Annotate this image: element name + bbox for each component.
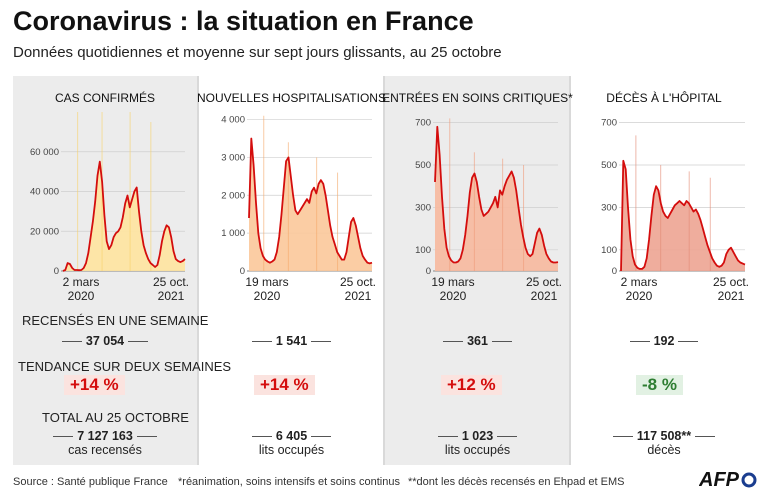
panel-separator <box>197 76 199 465</box>
x-tick-label-start-year: 2020 <box>626 289 653 303</box>
x-tick-label-start-year: 2020 <box>68 289 95 303</box>
x-tick-label-end: 25 oct. <box>526 275 562 289</box>
footnote-critical: *réanimation, soins intensifs et soins c… <box>178 476 400 488</box>
y-tick-label-700: 700 <box>601 118 617 129</box>
weekly-value-hosp: 1 541 <box>199 334 384 348</box>
x-tick-label-start: 19 mars <box>431 275 474 289</box>
trend-value-deaths: -8 % <box>636 375 683 395</box>
x-tick-label-start: 19 mars <box>245 275 288 289</box>
y-tick-label-3000: 3 000 <box>221 152 245 163</box>
y-tick-label-0: 0 <box>612 266 617 277</box>
afp-logo: AFP <box>699 469 757 491</box>
y-tick-label-2000: 2 000 <box>221 190 245 201</box>
area-fill <box>621 160 745 271</box>
y-tick-label-0: 0 <box>240 266 245 277</box>
x-tick-label-start-year: 2020 <box>440 289 467 303</box>
x-tick-label-end-year: 2021 <box>345 289 372 303</box>
total-sub-deaths: décès <box>647 443 681 457</box>
area-fill <box>249 138 372 271</box>
x-tick-label-start-year: 2020 <box>254 289 281 303</box>
y-tick-label-60000: 60 000 <box>30 147 59 158</box>
total-value-critical: 1 023 <box>385 429 570 443</box>
panel-separator <box>383 76 385 465</box>
series-line <box>620 159 746 272</box>
total-value-deaths: 117 508** <box>571 429 757 443</box>
y-tick-label-500: 500 <box>415 160 431 171</box>
weekly-value-cases: 37 054 <box>13 334 197 348</box>
series-line <box>434 125 559 264</box>
y-tick-label-500: 500 <box>601 160 617 171</box>
x-tick-label-end-year: 2021 <box>531 289 558 303</box>
afp-logo-text: AFP <box>699 469 740 491</box>
footnote-deaths: **dont les décès recensés en Ehpad et EM… <box>408 476 625 488</box>
trend-value-cases: +14 % <box>64 375 125 395</box>
total-value-cases: 7 127 163 <box>13 429 197 443</box>
panel-title: CAS CONFIRMÉS <box>55 90 155 105</box>
panel-separator <box>569 76 571 465</box>
source-note: Source : Santé publique France <box>13 476 168 488</box>
x-tick-label-start: 2 mars <box>63 275 100 289</box>
total-sub-critical: lits occupés <box>444 443 511 457</box>
y-tick-label-4000: 4 000 <box>221 115 245 126</box>
total-sub-cases: cas recensés <box>68 443 142 457</box>
y-tick-label-300: 300 <box>601 202 617 213</box>
y-tick-label-20000: 20 000 <box>30 226 59 237</box>
panel-title: DÉCÈS À L'HÔPITAL <box>606 90 722 105</box>
row-label-weekly: RECENSÉS EN UNE SEMAINE <box>22 313 209 328</box>
panel-title: NOUVELLES HOSPITALISATIONS <box>197 91 386 105</box>
x-tick-label-end-year: 2021 <box>158 289 185 303</box>
x-tick-label-start: 2 mars <box>621 275 658 289</box>
total-sub-hosp: lits occupés <box>258 443 325 457</box>
total-value-hosp: 6 405 <box>199 429 384 443</box>
x-tick-label-end: 25 oct. <box>340 275 376 289</box>
subtitle: Données quotidiennes et moyenne sur sept… <box>13 44 502 61</box>
x-tick-label-end-year: 2021 <box>718 289 745 303</box>
y-tick-label-40000: 40 000 <box>30 187 59 198</box>
panel-title: ENTRÉES EN SOINS CRITIQUES* <box>382 90 573 105</box>
row-label-total: TOTAL AU 25 OCTOBRE <box>42 410 189 425</box>
series-line <box>248 137 373 265</box>
row-label-trend: TENDANCE SUR DEUX SEMAINES <box>18 359 232 374</box>
x-tick-label-end: 25 oct. <box>153 275 189 289</box>
y-tick-label-100: 100 <box>601 245 617 256</box>
weekly-value-deaths: 192 <box>571 334 757 348</box>
y-tick-label-0: 0 <box>426 266 431 277</box>
series-line <box>62 160 186 272</box>
y-tick-label-300: 300 <box>415 202 431 213</box>
afp-logo-dot <box>741 472 757 488</box>
trend-value-critical: +12 % <box>441 375 502 395</box>
weekly-value-critical: 361 <box>385 334 570 348</box>
y-tick-label-0: 0 <box>54 266 59 277</box>
trend-value-hosp: +14 % <box>254 375 315 395</box>
y-tick-label-1000: 1 000 <box>221 228 245 239</box>
x-tick-label-end: 25 oct. <box>713 275 749 289</box>
y-tick-label-700: 700 <box>415 118 431 129</box>
area-fill <box>63 161 185 271</box>
y-tick-label-100: 100 <box>415 245 431 256</box>
main-title: Coronavirus : la situation en France <box>13 6 474 36</box>
